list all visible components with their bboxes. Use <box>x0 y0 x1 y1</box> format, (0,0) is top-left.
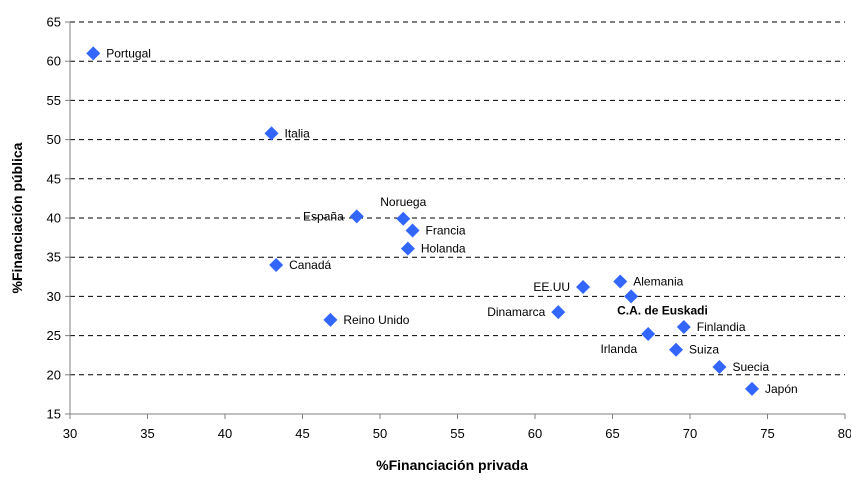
y-tick-label-30: 30 <box>47 289 61 304</box>
data-point-c-a-de-euskadi <box>624 289 639 304</box>
y-tick-label-15: 15 <box>47 407 61 422</box>
point-label-finlandia: Finlandia <box>697 320 746 334</box>
x-tick-label-65: 65 <box>605 426 619 441</box>
point-label-suecia: Suecia <box>732 360 769 374</box>
y-tick-label-50: 50 <box>47 132 61 147</box>
y-tick-label-65: 65 <box>47 15 61 30</box>
data-point-dinamarca <box>551 305 566 320</box>
data-point-finlandia <box>676 319 691 334</box>
y-tick-label-40: 40 <box>47 211 61 226</box>
x-axis-title: %Financiación privada <box>376 457 528 473</box>
x-tick-label-45: 45 <box>295 426 309 441</box>
tick-labels: 15 20 25 30 35 40 45 50 55 60 65 30 35 40 45 50 55 60 65 70… <box>47 15 851 442</box>
data-point-suecia <box>712 359 727 374</box>
x-tick-label-70: 70 <box>683 426 697 441</box>
point-label-suiza: Suiza <box>689 343 719 357</box>
x-tick-label-55: 55 <box>450 426 464 441</box>
x-tick-label-80: 80 <box>838 426 851 441</box>
point-labels: Portugal Italia España Noruega Francia Holand… <box>106 46 797 396</box>
x-tick-label-30: 30 <box>63 426 77 441</box>
point-label-ee-uu: EE.UU <box>533 280 570 294</box>
y-tick-label-60: 60 <box>47 54 61 69</box>
y-tick-label-55: 55 <box>47 93 61 108</box>
point-label-jap-n: Japón <box>765 382 798 396</box>
grid-lines <box>70 21 845 376</box>
point-label-alemania: Alemania <box>633 275 683 289</box>
point-label-reino-unido: Reino Unido <box>343 313 409 327</box>
point-label-italia: Italia <box>285 126 311 140</box>
point-label-irlanda: Irlanda <box>600 342 637 356</box>
point-label-holanda: Holanda <box>421 242 466 256</box>
y-axis-title: %Financiación pública <box>9 142 25 293</box>
point-label-noruega: Noruega <box>380 195 426 209</box>
data-point-ee-uu <box>576 279 591 294</box>
data-point-francia <box>405 223 420 238</box>
data-point-suiza <box>669 342 684 357</box>
point-label-c-a-de-euskadi: C.A. de Euskadi <box>617 303 708 317</box>
x-tick-label-40: 40 <box>218 426 232 441</box>
data-point-noruega <box>396 211 411 226</box>
data-point-holanda <box>400 241 415 256</box>
data-point-jap-n <box>745 381 759 396</box>
x-tick-label-35: 35 <box>140 426 154 441</box>
axes <box>65 21 846 419</box>
data-point-canad <box>269 258 284 273</box>
point-label-francia: Francia <box>426 224 466 238</box>
x-tick-label-75: 75 <box>760 426 774 441</box>
point-label-dinamarca: Dinamarca <box>487 305 545 319</box>
x-tick-label-60: 60 <box>528 426 542 441</box>
data-point-portugal <box>86 46 101 61</box>
data-point-irlanda <box>641 327 656 342</box>
data-point-reino-unido <box>323 312 338 327</box>
data-points <box>86 46 759 396</box>
point-label-portugal: Portugal <box>106 46 151 60</box>
data-point-alemania <box>613 274 628 289</box>
y-tick-label-45: 45 <box>47 171 61 186</box>
data-point-italia <box>264 126 279 141</box>
point-label-espa-a: España <box>303 209 344 223</box>
y-tick-label-25: 25 <box>47 328 61 343</box>
data-point-espa-a <box>349 209 364 224</box>
point-label-canad: Canadá <box>289 258 331 272</box>
y-tick-label-20: 20 <box>47 367 61 382</box>
x-tick-label-50: 50 <box>373 426 387 441</box>
y-tick-label-35: 35 <box>47 250 61 265</box>
